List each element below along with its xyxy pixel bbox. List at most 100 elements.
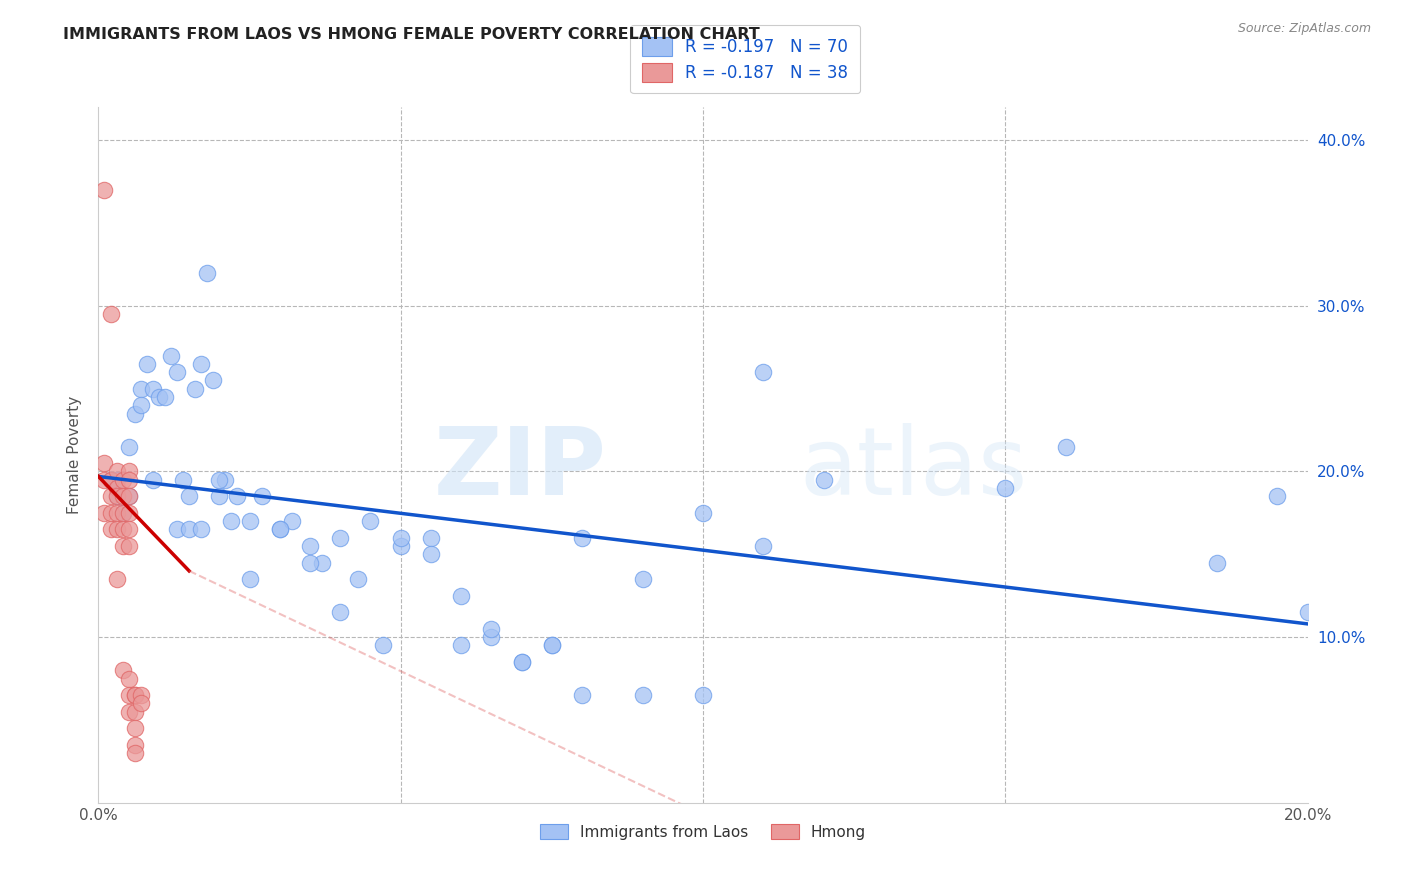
Point [692, 688, 714, 702]
Point [124, 688, 146, 702]
Point [752, 365, 775, 379]
Point [269, 523, 291, 537]
Point [450, 639, 472, 653]
Point [153, 390, 176, 404]
Point [111, 663, 134, 677]
Point [371, 639, 394, 653]
Point [631, 572, 654, 586]
Point [202, 373, 225, 387]
Point [148, 390, 170, 404]
Point [184, 382, 207, 396]
Point [135, 357, 157, 371]
Point [692, 506, 714, 520]
Legend: Immigrants from Laos, Hmong: Immigrants from Laos, Hmong [533, 816, 873, 847]
Point [118, 705, 141, 719]
Point [142, 382, 165, 396]
Point [93, 183, 115, 197]
Point [239, 514, 262, 528]
Point [100, 473, 122, 487]
Point [142, 473, 165, 487]
Point [118, 489, 141, 503]
Point [100, 523, 122, 537]
Point [105, 572, 128, 586]
Point [118, 688, 141, 702]
Point [1296, 605, 1319, 619]
Point [129, 382, 152, 396]
Point [299, 556, 322, 570]
Point [208, 489, 231, 503]
Point [239, 572, 262, 586]
Point [281, 514, 304, 528]
Point [124, 407, 146, 421]
Point [420, 547, 443, 561]
Point [93, 473, 115, 487]
Point [389, 531, 412, 545]
Point [118, 473, 141, 487]
Point [540, 639, 562, 653]
Point [1054, 440, 1077, 454]
Point [129, 697, 152, 711]
Point [160, 349, 183, 363]
Text: IMMIGRANTS FROM LAOS VS HMONG FEMALE POVERTY CORRELATION CHART: IMMIGRANTS FROM LAOS VS HMONG FEMALE POV… [63, 27, 761, 42]
Point [329, 531, 352, 545]
Point [631, 688, 654, 702]
Point [111, 506, 134, 520]
Point [118, 506, 141, 520]
Point [93, 506, 115, 520]
Point [105, 481, 128, 495]
Point [269, 523, 291, 537]
Point [571, 688, 593, 702]
Point [1206, 556, 1229, 570]
Point [540, 639, 562, 653]
Point [111, 539, 134, 553]
Point [118, 440, 141, 454]
Point [299, 539, 322, 553]
Point [420, 531, 443, 545]
Point [166, 523, 188, 537]
Point [994, 481, 1017, 495]
Point [124, 705, 146, 719]
Point [510, 655, 533, 669]
Point [124, 738, 146, 752]
Point [100, 307, 122, 321]
Point [105, 473, 128, 487]
Point [100, 489, 122, 503]
Point [124, 721, 146, 735]
Point [214, 473, 236, 487]
Point [105, 506, 128, 520]
Point [510, 655, 533, 669]
Point [179, 523, 201, 537]
Point [221, 514, 243, 528]
Point [105, 489, 128, 503]
Point [111, 523, 134, 537]
Point [813, 473, 835, 487]
Point [481, 622, 503, 636]
Point [111, 473, 134, 487]
Point [190, 523, 212, 537]
Point [1267, 489, 1289, 503]
Point [226, 489, 249, 503]
Point [166, 365, 188, 379]
Text: ZIP: ZIP [433, 423, 606, 515]
Point [450, 589, 472, 603]
Point [347, 572, 370, 586]
Text: Source: ZipAtlas.com: Source: ZipAtlas.com [1237, 22, 1371, 36]
Point [172, 473, 194, 487]
Text: atlas: atlas [800, 423, 1028, 515]
Point [250, 489, 273, 503]
Point [100, 473, 122, 487]
Point [118, 465, 141, 479]
Point [571, 531, 593, 545]
Point [752, 539, 775, 553]
Point [105, 523, 128, 537]
Point [118, 523, 141, 537]
Point [129, 398, 152, 412]
Point [360, 514, 382, 528]
Point [118, 489, 141, 503]
Point [111, 506, 134, 520]
Point [105, 489, 128, 503]
Point [329, 605, 352, 619]
Point [111, 489, 134, 503]
Point [208, 473, 231, 487]
Point [124, 688, 146, 702]
